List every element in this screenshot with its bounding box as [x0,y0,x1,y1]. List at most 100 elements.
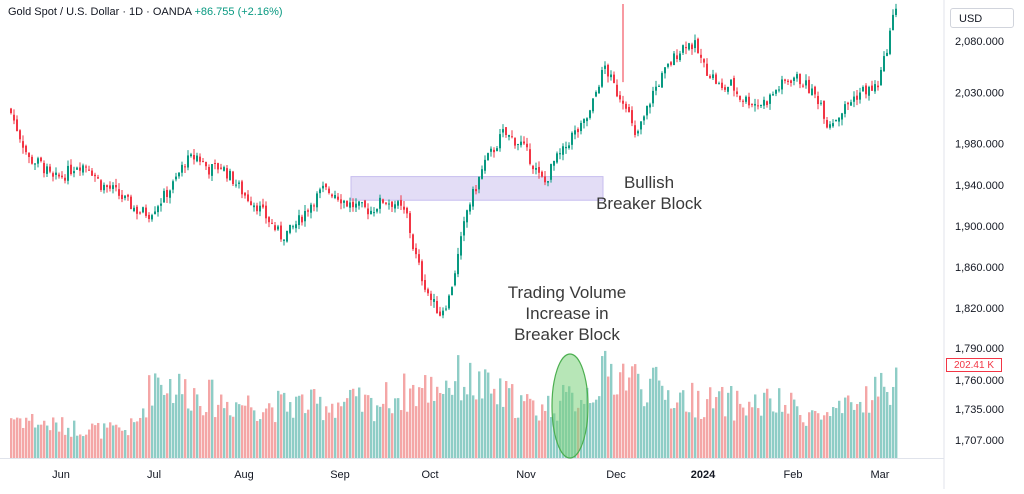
volume-bar [727,392,730,458]
currency-button[interactable]: USD [950,8,1014,28]
time-tick-label: Sep [330,469,350,481]
volume-bar [736,390,739,458]
volume-bar [346,398,349,458]
volume-bar [751,407,754,458]
candle-body [664,67,666,74]
candle-body [508,134,510,137]
candle-body [352,201,354,208]
volume-bar [877,396,880,458]
volume-bar [253,410,256,458]
volume-bar [277,390,280,458]
volume-bar [769,398,772,458]
candle-body [544,176,546,183]
volume-bar [229,415,232,458]
volume-bar [730,386,733,458]
volume-bar [133,422,136,458]
candle-body [139,212,141,214]
candle-body [319,189,321,194]
volume-bar [640,389,643,458]
candle-body [157,206,159,213]
volume-bar [733,420,736,458]
candle-body [328,188,330,193]
volume-bar [682,390,685,458]
volume-bar [286,411,289,458]
candle-body [592,98,594,112]
candle-body [877,85,879,88]
candle-body [430,293,432,301]
volume-bar [469,362,472,458]
candle-body [754,103,756,106]
candle-body [823,100,825,119]
volume-bar [334,417,337,458]
candle-body [64,177,66,181]
candle-body [532,165,534,170]
candle-body [547,181,549,183]
volume-bar [115,424,118,458]
candle-body [454,273,456,286]
volume-bar [280,394,283,458]
breaker-block-annotation-line-1: Bullish [623,173,675,192]
volume-bar [289,402,292,458]
volume-bar [46,425,49,458]
candle-body [733,77,735,91]
volume-bar [604,350,607,458]
volume-bar [388,408,391,458]
candle-body [718,83,720,85]
axis-layer: 2,080.000 2,030.000 1,980.000 1,940.000 1,90… [52,36,1004,481]
candle-body [853,96,855,102]
volume-bar [64,434,67,458]
volume-bar [343,401,346,458]
volume-value-badge: 202.41 K [946,358,1002,372]
candle-body [568,145,570,148]
candle-body [58,174,60,177]
candle-body [31,156,33,164]
candle-body [844,104,846,114]
price-tick-label: 1,980.000 [955,139,1004,151]
volume-bar [802,422,805,458]
candle-body [487,153,489,161]
price-tick-label: 2,080.000 [955,36,1004,48]
volume-bar [478,371,481,458]
candle-body [619,95,621,100]
candle-body [583,119,585,123]
volume-bar [67,427,70,458]
volume-bar [175,394,178,458]
volume-bar [850,402,853,458]
volume-annotation: Trading Volume Increase in Breaker Block [496,282,638,345]
volume-bar [220,394,223,458]
candle-body [397,201,399,206]
candle-body [424,280,426,290]
volume-bar [40,424,43,458]
volume-bar [457,355,460,458]
candle-body [496,148,498,152]
candle-body [670,62,672,65]
volume-bar [340,406,343,458]
candle-body [355,203,357,208]
volume-bar [481,398,484,458]
volume-bar [70,436,73,458]
volume-bar [808,412,811,458]
candle-body [103,184,105,191]
volume-bar [532,400,535,458]
volume-bar [214,417,217,458]
volume-bar [517,417,520,458]
volume-bar [109,422,112,458]
candle-body [793,77,795,81]
candle-body [280,225,282,240]
candle-body [895,8,897,15]
price-tick-label: 1,707.000 [955,435,1004,447]
volume-bar [790,392,793,458]
candle-body [376,209,378,212]
candle-body [466,210,468,223]
candle-body [586,118,588,122]
volume-bar [637,373,640,458]
time-tick-label: Oct [421,469,438,481]
price-tick-label: 1,940.000 [955,180,1004,192]
candle-body [415,247,417,255]
candle-body [214,162,216,164]
candle-body [505,127,507,136]
volume-bar [160,384,163,458]
candle-body [667,63,669,67]
